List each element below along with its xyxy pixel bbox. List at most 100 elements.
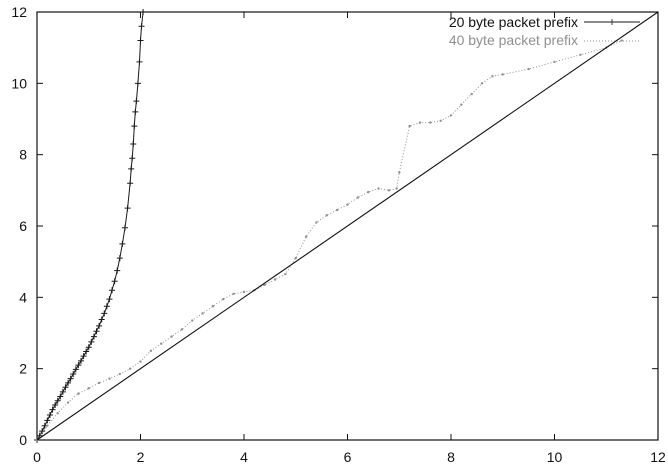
data-point-0: [39, 428, 46, 435]
data-point-1: [408, 124, 411, 128]
data-point-0: [136, 58, 143, 65]
data-point-1: [149, 349, 153, 353]
data-point-0: [124, 205, 131, 212]
data-point-1: [108, 377, 111, 380]
data-point-0: [70, 371, 77, 378]
y-tick-label: 6: [19, 218, 27, 234]
data-point-1: [87, 387, 90, 390]
data-point-1: [180, 328, 184, 331]
legend: 20 byte packet prefix + 40 byte packet p…: [449, 14, 640, 48]
data-point-0: [98, 316, 105, 323]
data-point-0: [85, 344, 92, 351]
data-point-1: [56, 412, 59, 415]
data-point-1: [118, 372, 122, 376]
data-point-0: [127, 180, 134, 187]
data-point-0: [52, 402, 59, 409]
data-point-1: [395, 187, 398, 190]
data-point-0: [129, 155, 136, 162]
data-point-1: [242, 290, 246, 294]
data-point-1: [398, 171, 401, 174]
x-tick-label: 6: [344, 449, 352, 465]
data-point-0: [44, 417, 51, 424]
data-point-1: [335, 208, 339, 212]
data-point-1: [128, 367, 132, 370]
data-point-1: [294, 256, 297, 260]
series-layer: [34, 9, 659, 443]
data-point-0: [88, 338, 95, 345]
data-point-1: [46, 424, 49, 427]
data-point-0: [72, 366, 79, 373]
data-point-0: [46, 412, 53, 419]
data-point-0: [128, 165, 135, 172]
data-point-1: [356, 196, 360, 199]
x-tick-label: 8: [447, 449, 455, 465]
data-point-1: [139, 360, 142, 363]
x-tick-label: 4: [240, 449, 248, 465]
data-point-1: [273, 278, 277, 281]
data-point-0: [137, 37, 144, 44]
data-point-0: [93, 328, 100, 335]
data-point-0: [133, 98, 140, 105]
data-point-1: [191, 319, 194, 322]
data-point-0: [77, 357, 84, 364]
y-tick-label: 10: [11, 75, 27, 91]
data-point-0: [109, 287, 116, 294]
data-point-1: [222, 297, 225, 301]
data-point-0: [103, 303, 110, 310]
data-point-1: [553, 60, 556, 64]
data-point-0: [131, 123, 138, 130]
data-point-1: [170, 335, 173, 338]
data-point-1: [77, 392, 80, 395]
y-tick-label: 4: [19, 289, 27, 305]
data-point-1: [201, 312, 204, 315]
series-line-2: [36, 11, 659, 441]
data-point-0: [132, 108, 139, 115]
series-line-1: [36, 40, 623, 441]
data-point-0: [138, 23, 145, 30]
data-point-1: [418, 121, 422, 124]
data-point-1: [377, 187, 380, 190]
y-tick-label: 12: [11, 4, 27, 20]
data-point-0: [96, 322, 103, 329]
data-point-1: [284, 272, 287, 276]
data-point-1: [470, 92, 473, 96]
data-point-1: [449, 114, 453, 117]
data-point-0: [62, 384, 69, 391]
data-point-1: [527, 67, 530, 71]
data-point-1: [232, 292, 235, 295]
data-point-1: [460, 103, 463, 106]
data-point-0: [114, 267, 121, 274]
x-tick-label: 10: [547, 449, 563, 465]
legend-label-40-byte: 40 byte packet prefix: [449, 32, 578, 48]
data-point-0: [80, 353, 87, 360]
data-point-1: [579, 53, 582, 56]
x-tick-label: 12: [650, 449, 666, 465]
data-point-0: [134, 80, 141, 87]
y-tick-label: 0: [19, 432, 27, 448]
data-point-1: [66, 401, 70, 404]
data-point-0: [75, 362, 82, 369]
data-point-1: [304, 235, 308, 238]
data-point-1: [97, 381, 101, 385]
data-point-0: [106, 296, 113, 303]
data-point-1: [501, 73, 504, 76]
data-point-1: [439, 119, 442, 122]
data-point-0: [130, 140, 137, 147]
data-point-1: [429, 121, 432, 124]
data-point-0: [90, 333, 97, 340]
data-point-1: [315, 221, 318, 224]
legend-label-20-byte: 20 byte packet prefix: [449, 14, 578, 30]
data-point-0: [59, 388, 66, 395]
data-point-1: [325, 214, 328, 217]
legend-marker-20-byte: +: [608, 15, 615, 29]
data-point-1: [387, 189, 391, 192]
data-point-0: [83, 348, 90, 355]
x-tick-label: 0: [33, 449, 41, 465]
series-line-0: [36, 11, 144, 441]
data-point-0: [140, 9, 147, 15]
data-point-1: [367, 190, 370, 194]
x-tick-label: 2: [137, 449, 145, 465]
data-point-1: [620, 39, 623, 42]
data-point-0: [111, 278, 118, 285]
